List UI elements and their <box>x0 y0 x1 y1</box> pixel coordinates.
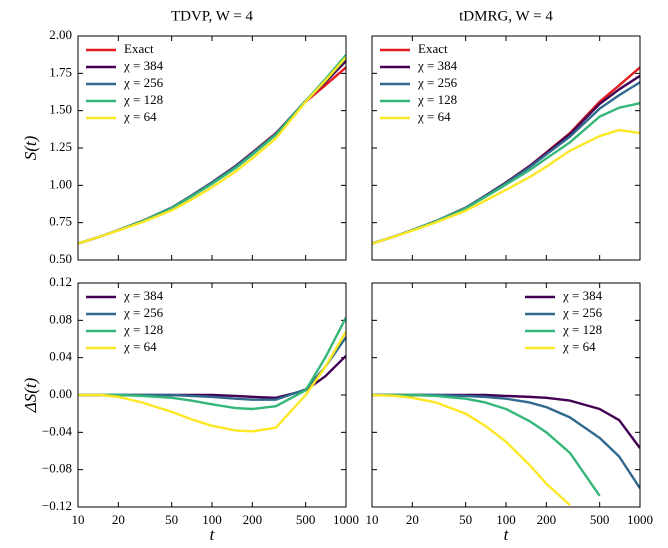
y-axis-label: S(t) <box>21 135 40 160</box>
x-tick-label: 200 <box>243 512 263 527</box>
series-line <box>372 81 640 245</box>
y-tick-label: 0.00 <box>49 386 72 401</box>
legend-label: χ = 384 <box>123 58 164 73</box>
y-tick-label: −0.08 <box>42 461 72 476</box>
plot-lines <box>372 66 640 245</box>
x-tick-label: 100 <box>202 512 222 527</box>
plot-lines <box>78 316 346 433</box>
legend-label: χ = 256 <box>417 75 458 90</box>
y-tick-label: 0.75 <box>49 214 72 229</box>
legend-label: Exact <box>124 41 154 56</box>
plot-frame <box>371 282 641 508</box>
y-tick-label: −0.12 <box>42 498 72 513</box>
series-line <box>78 54 346 245</box>
y-tick-label: 1.75 <box>49 64 72 79</box>
x-tick-label: 50 <box>459 512 472 527</box>
plot-lines <box>372 393 640 507</box>
y-tick-label: 0.08 <box>49 311 72 326</box>
panel-title: TDVP, W = 4 <box>171 8 254 24</box>
x-axis-label: t <box>210 525 216 544</box>
y-tick-label: 0.04 <box>49 349 72 364</box>
series-line <box>78 316 346 411</box>
series-line <box>78 330 346 433</box>
y-tick-label: 0.50 <box>49 251 72 266</box>
legend-label: χ = 64 <box>123 109 157 124</box>
y-tick-label: 2.00 <box>49 27 72 42</box>
legend-label: χ = 64 <box>123 339 157 354</box>
legend-label: χ = 384 <box>562 288 603 303</box>
x-tick-label: 500 <box>296 512 316 527</box>
panel: 0.50 0.75 1.00 1.25 1.50 1.75 2.00 Exact χ = 384… <box>21 8 347 266</box>
plot-lines <box>78 54 346 245</box>
y-tick-label: 1.50 <box>49 102 72 117</box>
legend-label: χ = 256 <box>562 305 603 320</box>
series-line <box>372 66 640 245</box>
legend-label: χ = 128 <box>562 322 602 337</box>
x-tick-label: 500 <box>590 512 610 527</box>
series-line <box>78 66 346 245</box>
x-tick-label: 100 <box>496 512 516 527</box>
y-tick-label: 0.12 <box>49 274 72 289</box>
plot-frame <box>77 35 347 261</box>
x-tick-label: 200 <box>537 512 557 527</box>
x-tick-label: 1000 <box>333 512 359 527</box>
plot-frame <box>77 282 347 508</box>
x-tick-label: 20 <box>112 512 125 527</box>
series-line <box>372 128 640 245</box>
legend-label: Exact <box>418 41 448 56</box>
panel: 10 20 50 100 200 500 1000 −0.12 −0.08 −0.04 0.00 0.… <box>21 274 359 544</box>
y-tick-label: −0.04 <box>42 423 73 438</box>
legend-label: χ = 64 <box>562 339 596 354</box>
series-line <box>78 57 346 245</box>
series-line <box>78 60 346 245</box>
x-tick-label: 1000 <box>627 512 653 527</box>
x-axis-label: t <box>504 525 510 544</box>
y-axis-label: ΔS(t) <box>21 377 40 413</box>
legend-label: χ = 128 <box>123 92 163 107</box>
legend-label: χ = 384 <box>123 288 164 303</box>
series-line <box>372 393 571 507</box>
legend-label: χ = 64 <box>417 109 451 124</box>
legend-label: χ = 256 <box>123 75 164 90</box>
series-line <box>372 102 640 245</box>
y-tick-label: 1.25 <box>49 139 72 154</box>
legend-label: χ = 256 <box>123 305 164 320</box>
y-tick-label: 1.00 <box>49 176 72 191</box>
panel-title: tDMRG, W = 4 <box>459 8 553 24</box>
plot-frame <box>371 35 641 261</box>
x-tick-label: 10 <box>366 512 379 527</box>
series-line <box>78 56 346 245</box>
legend-label: χ = 384 <box>417 58 458 73</box>
legend-label: χ = 128 <box>123 322 163 337</box>
panel: 10 20 50 100 200 500 1000 χ = 384 χ = 256 χ = 128… <box>366 282 653 544</box>
series-line <box>372 393 601 497</box>
x-tick-label: 50 <box>165 512 178 527</box>
x-tick-label: 10 <box>72 512 85 527</box>
legend-label: χ = 128 <box>417 92 457 107</box>
panel: Exact χ = 384 χ = 256 χ = 128 χ = 64 tDMRG, W… <box>371 8 641 261</box>
x-tick-label: 20 <box>406 512 419 527</box>
